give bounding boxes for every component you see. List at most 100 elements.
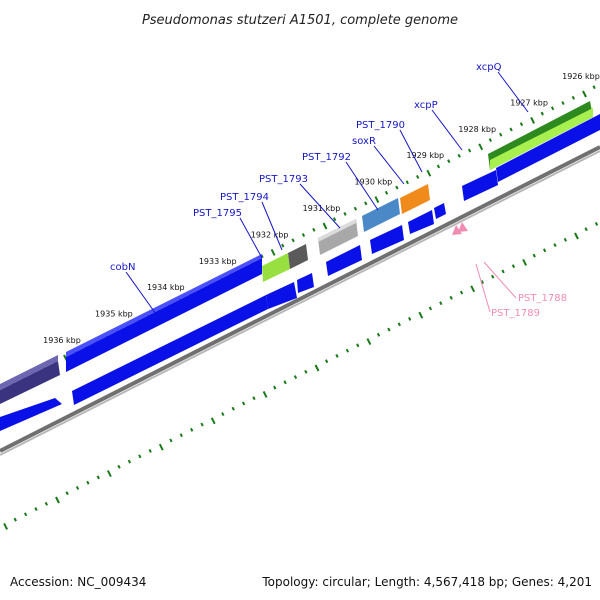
minor-tick bbox=[592, 85, 596, 90]
tick-labels: 1926 kbp 1927 kbp 1928 kbp 1929 kbp 1930 kbp… bbox=[43, 72, 600, 345]
major-tick bbox=[374, 196, 380, 204]
inner-minor-tick bbox=[179, 433, 183, 438]
minor-tick bbox=[291, 238, 295, 243]
minor-tick bbox=[561, 101, 565, 106]
inner-minor-tick bbox=[553, 243, 557, 248]
cds-block-8[interactable] bbox=[434, 203, 446, 219]
inner-minor-tick bbox=[231, 406, 235, 411]
inner-minor-tick bbox=[356, 343, 360, 348]
tick-label: 1935 kbp bbox=[95, 310, 133, 319]
accession-text: Accession: NC_009434 bbox=[10, 575, 146, 589]
inner-minor-tick bbox=[376, 332, 381, 337]
genome-diagram: 1926 kbp 1927 kbp 1928 kbp 1929 kbp 1930 kbp… bbox=[0, 62, 600, 530]
tick-label: 1936 kbp bbox=[43, 336, 81, 345]
major-tick bbox=[322, 222, 328, 230]
minor-tick bbox=[343, 211, 347, 216]
inner-minor-tick bbox=[335, 353, 339, 358]
inner-minor-tick bbox=[190, 427, 194, 432]
inner-minor-tick bbox=[273, 385, 277, 390]
gene-PST_1795-outer-top bbox=[66, 254, 262, 357]
inner-major-tick bbox=[470, 285, 476, 293]
minor-tick bbox=[364, 201, 368, 206]
minor-tick bbox=[416, 175, 420, 179]
cds-block-10[interactable] bbox=[496, 114, 600, 182]
inner-minor-tick bbox=[75, 485, 80, 490]
gene-PST_1794-outer[interactable] bbox=[262, 253, 290, 282]
inner-minor-tick bbox=[86, 480, 90, 485]
inner-minor-tick bbox=[563, 237, 568, 242]
backbone bbox=[0, 145, 600, 456]
gene-labels: xcpQ xcpP PST_1790 soxR PST_1792 PST_179… bbox=[110, 62, 567, 319]
inner-major-tick bbox=[210, 417, 216, 425]
label-PST_1790: PST_1790 bbox=[356, 120, 405, 131]
cds-block-6[interactable] bbox=[370, 225, 404, 254]
leader-PST_1788 bbox=[483, 261, 517, 299]
label-xcpQ: xcpQ bbox=[476, 62, 502, 73]
inner-major-tick bbox=[574, 232, 579, 240]
gene-PST_1790-outer[interactable] bbox=[400, 184, 430, 214]
cds-block-5[interactable] bbox=[326, 245, 362, 276]
inner-minor-tick bbox=[542, 248, 547, 253]
label-cobN: cobN bbox=[110, 262, 135, 273]
inner-minor-tick bbox=[428, 306, 433, 311]
minor-tick bbox=[332, 217, 337, 222]
cds-block-9[interactable] bbox=[462, 170, 498, 201]
gene-track-middle bbox=[0, 114, 600, 431]
label-PST_1792: PST_1792 bbox=[302, 152, 351, 163]
minor-tick bbox=[457, 153, 461, 158]
genome-summary-text: Topology: circular; Length: 4,567,418 bp… bbox=[261, 575, 592, 589]
gene-PST_1795-outer[interactable] bbox=[66, 258, 262, 372]
gene-PST_1789-marker[interactable] bbox=[452, 225, 462, 235]
inner-minor-tick bbox=[117, 464, 121, 469]
inner-minor-tick bbox=[252, 396, 256, 401]
leader-PST_1793 bbox=[299, 183, 341, 229]
tick-label: 1933 kbp bbox=[199, 257, 237, 266]
inner-major-tick bbox=[3, 522, 8, 530]
gene-PST_1793-outer[interactable] bbox=[288, 244, 308, 269]
inner-minor-tick bbox=[127, 459, 132, 464]
minor-tick bbox=[499, 132, 503, 137]
inner-minor-tick bbox=[13, 517, 17, 522]
backbone-line bbox=[0, 145, 600, 453]
label-xcpP: xcpP bbox=[414, 100, 438, 111]
inner-minor-tick bbox=[397, 322, 401, 327]
gene-PST_1792-outer-top bbox=[318, 219, 356, 242]
cds-block-7[interactable] bbox=[408, 210, 434, 234]
inner-minor-tick bbox=[584, 227, 588, 232]
label-soxR: soxR bbox=[352, 136, 376, 147]
inner-major-tick bbox=[418, 311, 424, 319]
gene-cobN-outer[interactable] bbox=[0, 361, 60, 404]
gene-PST_1792-outer[interactable] bbox=[318, 219, 358, 255]
gene-PST_1788-marker[interactable] bbox=[458, 222, 468, 232]
inner-minor-tick bbox=[501, 269, 505, 274]
cds-block-2[interactable] bbox=[72, 295, 268, 405]
tick-label: 1930 kbp bbox=[355, 178, 393, 187]
inner-minor-tick bbox=[44, 501, 49, 506]
tick-row-inner bbox=[3, 221, 599, 530]
major-tick bbox=[270, 248, 276, 256]
label-PST_1789: PST_1789 bbox=[491, 308, 540, 319]
tick-label: 1927 kbp bbox=[510, 98, 548, 107]
inner-minor-tick bbox=[34, 507, 38, 512]
leader-PST_1794 bbox=[261, 201, 283, 251]
minor-tick bbox=[519, 122, 524, 127]
cds-block-4[interactable] bbox=[297, 273, 314, 293]
leader-PST_1795 bbox=[239, 217, 263, 259]
cds-block-3[interactable] bbox=[266, 282, 297, 309]
cds-block-1[interactable] bbox=[0, 398, 62, 431]
leader-xcpP bbox=[431, 109, 463, 151]
inner-minor-tick bbox=[449, 295, 453, 300]
minor-tick bbox=[384, 190, 389, 195]
inner-minor-tick bbox=[345, 348, 350, 353]
minor-tick bbox=[488, 138, 492, 142]
inner-minor-tick bbox=[283, 380, 287, 385]
major-tick bbox=[478, 143, 484, 151]
inner-minor-tick bbox=[439, 301, 443, 306]
leader-xcpQ bbox=[497, 71, 529, 113]
inner-minor-tick bbox=[96, 475, 100, 480]
gene-soxR-outer[interactable] bbox=[362, 198, 400, 232]
inner-minor-tick bbox=[511, 264, 516, 269]
inner-minor-tick bbox=[408, 317, 412, 321]
inner-major-tick bbox=[55, 496, 60, 504]
